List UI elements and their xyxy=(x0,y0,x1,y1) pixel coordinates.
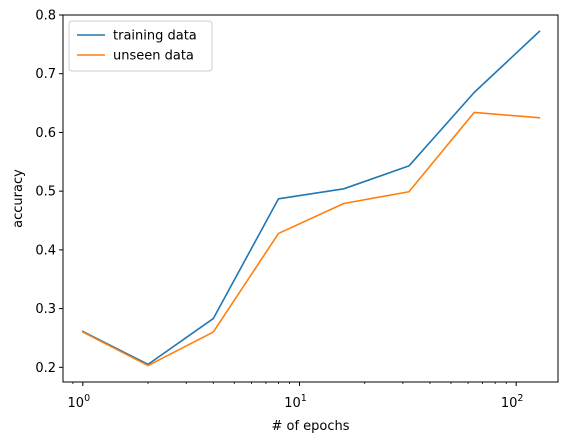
y-tick-label: 0.7 xyxy=(35,67,56,82)
data-lines xyxy=(81,30,541,367)
legend-box xyxy=(68,20,213,72)
x-axis-label: # of epochs xyxy=(271,419,349,434)
axis-ticks: 0.2 0.3 0.4 0.5 0.6 0.7 0.8 100 101 102 xyxy=(35,9,523,412)
plot-frame xyxy=(62,14,559,383)
series-line-training xyxy=(81,30,541,366)
x-tick-label: 101 xyxy=(284,393,307,411)
legend: training data unseen data xyxy=(68,20,213,72)
y-axis-label: accuracy xyxy=(11,169,26,228)
series-line-unseen xyxy=(81,111,541,367)
y-tick-label: 0.6 xyxy=(35,126,56,141)
y-tick-label: 0.5 xyxy=(35,185,56,200)
y-tick-label: 0.3 xyxy=(35,302,56,317)
y-tick-label: 0.2 xyxy=(35,361,56,376)
legend-label: training data xyxy=(113,29,197,44)
y-tick-label: 0.8 xyxy=(35,9,56,24)
legend-label: unseen data xyxy=(113,49,194,64)
x-tick-label: 100 xyxy=(68,393,91,411)
y-tick-label: 0.4 xyxy=(35,243,56,258)
x-tick-label: 102 xyxy=(501,393,524,411)
